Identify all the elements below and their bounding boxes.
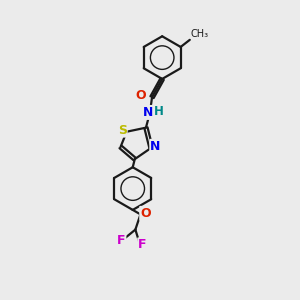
Text: H: H — [154, 105, 164, 118]
Text: N: N — [150, 140, 161, 153]
Text: F: F — [138, 238, 147, 251]
Text: O: O — [136, 89, 146, 102]
Text: S: S — [118, 124, 127, 136]
Text: F: F — [117, 234, 125, 247]
Text: N: N — [142, 106, 153, 119]
Text: CH₃: CH₃ — [191, 29, 209, 39]
Text: O: O — [140, 207, 151, 220]
